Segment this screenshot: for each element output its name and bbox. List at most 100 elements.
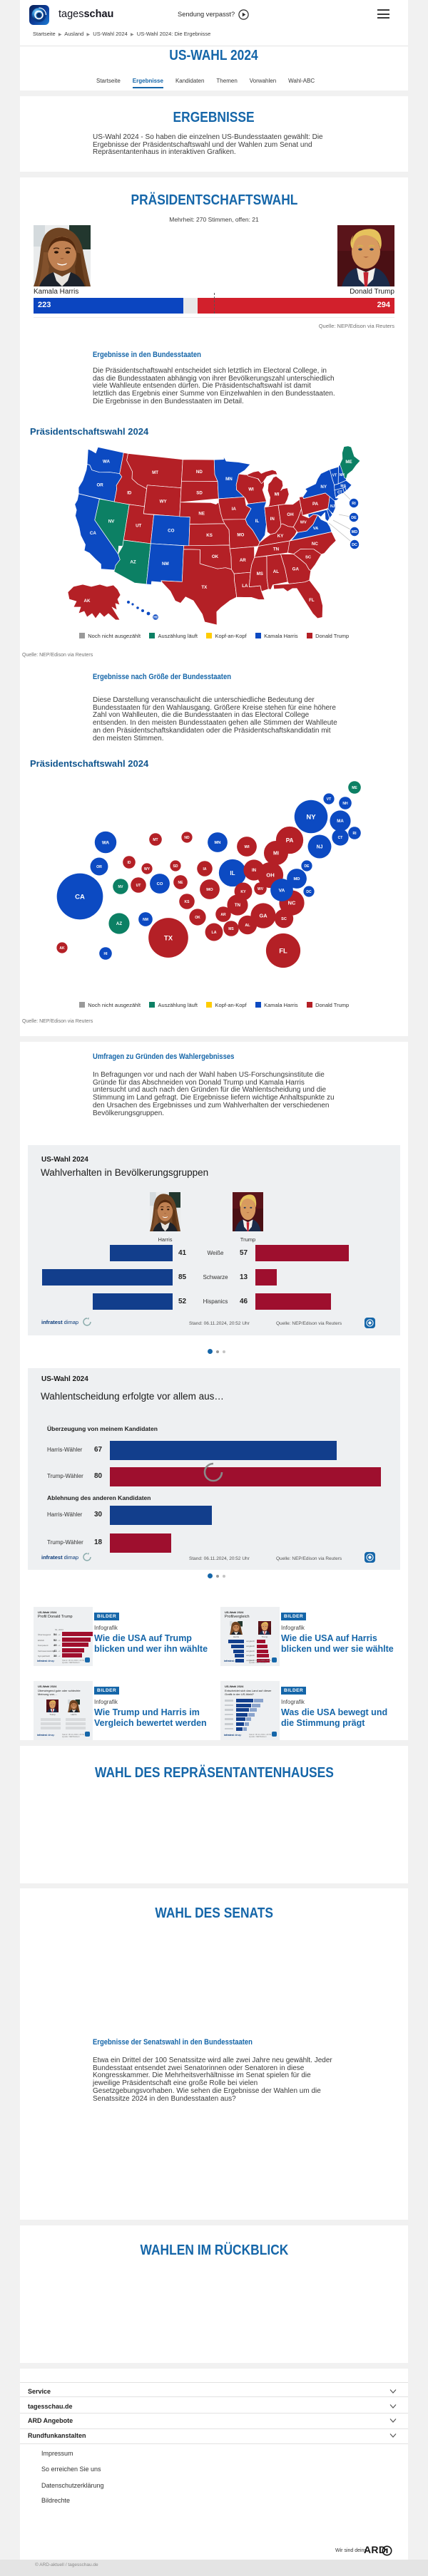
svg-text:WY: WY xyxy=(144,867,151,871)
svg-text:OK: OK xyxy=(212,554,219,559)
svg-text:NY: NY xyxy=(306,813,316,821)
svg-text:CO: CO xyxy=(168,529,174,534)
svg-text:LA: LA xyxy=(212,931,217,935)
svg-text:CT: CT xyxy=(337,491,342,495)
svg-text:NM: NM xyxy=(143,918,148,922)
svg-text:MI: MI xyxy=(275,492,280,497)
svg-text:AK: AK xyxy=(59,946,65,951)
svg-text:MO: MO xyxy=(206,888,213,892)
svg-text:KY: KY xyxy=(240,890,246,894)
svg-text:OH: OH xyxy=(266,872,274,879)
svg-text:OH: OH xyxy=(287,512,294,517)
svg-text:PA: PA xyxy=(312,502,319,507)
svg-text:VT: VT xyxy=(327,797,331,802)
svg-text:LA: LA xyxy=(242,584,248,589)
svg-text:WI: WI xyxy=(244,845,250,849)
svg-text:MN: MN xyxy=(214,841,220,845)
svg-text:FL: FL xyxy=(279,947,287,955)
svg-text:GA: GA xyxy=(259,913,268,919)
svg-text:IN: IN xyxy=(252,868,256,873)
svg-text:TN: TN xyxy=(235,903,240,908)
svg-text:WY: WY xyxy=(160,499,168,504)
svg-text:OR: OR xyxy=(96,483,103,488)
svg-text:DC: DC xyxy=(306,890,312,894)
svg-text:AZ: AZ xyxy=(130,560,136,565)
svg-text:NC: NC xyxy=(312,542,318,547)
svg-text:DC: DC xyxy=(352,543,357,547)
svg-text:NY: NY xyxy=(320,485,327,490)
svg-text:WV: WV xyxy=(300,521,307,525)
svg-text:MI: MI xyxy=(273,851,279,857)
svg-text:NV: NV xyxy=(108,519,115,524)
svg-text:NH: NH xyxy=(340,473,345,477)
svg-text:FL: FL xyxy=(309,598,315,603)
svg-text:CA: CA xyxy=(75,893,85,901)
svg-text:MT: MT xyxy=(152,470,158,475)
svg-text:IL: IL xyxy=(255,519,260,524)
svg-text:KY: KY xyxy=(277,534,284,539)
svg-text:TX: TX xyxy=(201,585,208,590)
svg-text:DE: DE xyxy=(305,864,310,869)
svg-text:SC: SC xyxy=(281,917,287,921)
svg-text:SD: SD xyxy=(196,490,203,495)
svg-text:IA: IA xyxy=(232,507,237,512)
svg-text:WA: WA xyxy=(102,840,110,845)
svg-text:MD: MD xyxy=(293,877,300,881)
svg-text:ME: ME xyxy=(352,786,357,790)
svg-text:MD: MD xyxy=(352,530,357,534)
svg-text:NJ: NJ xyxy=(317,844,323,849)
svg-text:SC: SC xyxy=(305,556,312,560)
svg-text:AL: AL xyxy=(273,569,279,574)
svg-text:WA: WA xyxy=(103,460,110,465)
svg-text:HI: HI xyxy=(153,616,158,620)
svg-text:ND: ND xyxy=(196,470,203,475)
svg-text:MS: MS xyxy=(257,571,263,576)
svg-text:VA: VA xyxy=(279,888,285,893)
svg-text:CT: CT xyxy=(338,836,343,840)
svg-text:AR: AR xyxy=(220,913,226,917)
svg-text:TN: TN xyxy=(273,547,280,552)
svg-text:MO: MO xyxy=(237,533,244,538)
svg-text:WI: WI xyxy=(248,487,254,492)
svg-text:DE: DE xyxy=(351,516,357,520)
svg-text:CA: CA xyxy=(90,531,96,536)
svg-text:MA: MA xyxy=(337,819,344,824)
svg-text:GA: GA xyxy=(292,567,300,572)
svg-text:NE: NE xyxy=(198,512,205,517)
svg-text:NM: NM xyxy=(162,562,169,567)
svg-text:NH: NH xyxy=(342,802,348,806)
svg-text:NJ: NJ xyxy=(330,505,335,509)
svg-text:HI: HI xyxy=(104,952,108,956)
svg-text:ID: ID xyxy=(128,861,131,865)
svg-text:KS: KS xyxy=(206,533,213,538)
svg-text:VT: VT xyxy=(332,473,337,477)
svg-text:TX: TX xyxy=(164,934,173,942)
svg-text:AZ: AZ xyxy=(116,921,122,926)
svg-text:SD: SD xyxy=(173,864,178,869)
svg-text:VA: VA xyxy=(313,527,319,531)
svg-text:WV: WV xyxy=(258,887,264,891)
svg-text:UT: UT xyxy=(136,884,141,888)
svg-text:IL: IL xyxy=(230,870,235,876)
svg-text:KS: KS xyxy=(185,900,190,904)
svg-text:AK: AK xyxy=(84,599,91,604)
svg-text:CO: CO xyxy=(157,882,163,886)
svg-text:AR: AR xyxy=(240,558,246,563)
svg-text:OK: OK xyxy=(195,916,200,920)
svg-text:IN: IN xyxy=(270,517,275,522)
svg-text:MT: MT xyxy=(153,838,158,842)
svg-text:RI: RI xyxy=(353,832,357,836)
svg-text:PA: PA xyxy=(286,837,294,844)
svg-text:MN: MN xyxy=(225,477,233,482)
svg-text:ME: ME xyxy=(345,460,352,465)
svg-text:MA: MA xyxy=(340,484,346,488)
svg-text:NV: NV xyxy=(118,885,124,889)
svg-text:OR: OR xyxy=(96,865,102,869)
svg-text:RI: RI xyxy=(352,502,356,506)
svg-text:IA: IA xyxy=(203,867,207,871)
svg-text:AL: AL xyxy=(245,924,250,928)
svg-text:NE: NE xyxy=(178,881,184,885)
svg-text:MS: MS xyxy=(228,927,234,931)
svg-text:UT: UT xyxy=(136,523,141,528)
svg-text:NC: NC xyxy=(288,900,296,906)
